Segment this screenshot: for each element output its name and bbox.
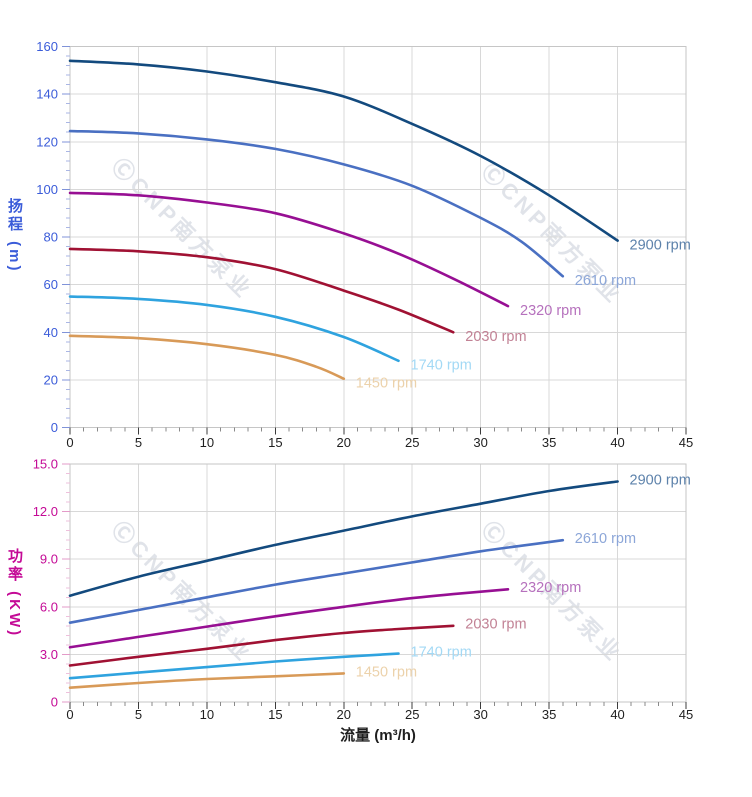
x-tick-label: 45 [679, 707, 693, 722]
x-tick-label: 0 [66, 707, 73, 722]
y-tick-label: 3.0 [40, 647, 58, 662]
x-tick-label: 10 [200, 435, 214, 450]
curve-2030-rpm [68, 624, 455, 667]
x-tick-label: 5 [135, 435, 142, 450]
y-tick-label: 160 [36, 39, 58, 54]
x-tick-label: 35 [542, 435, 556, 450]
y-tick-label: 60 [44, 277, 58, 292]
y-tick-label: 80 [44, 230, 58, 245]
curve-label-2900-rpm: 2900 rpm [630, 472, 691, 488]
curve-2900-rpm [68, 480, 619, 597]
curve-label-1740-rpm: 1740 rpm [411, 358, 472, 374]
y-tick-label: 120 [36, 134, 58, 149]
y-tick-label: 20 [44, 372, 58, 387]
x-tick-label: 40 [610, 435, 624, 450]
x-tick-label: 0 [66, 435, 73, 450]
x-tick-label: 10 [200, 707, 214, 722]
x-tick-label: 25 [405, 707, 419, 722]
x-tick-label: 35 [542, 707, 556, 722]
curve-label-2030-rpm: 2030 rpm [465, 617, 526, 633]
chart-panel-1: 0 5 10 15 20 25 30 35 40 45 0 3.0 6.0 9.0 12.0 15.0 2900… [33, 457, 694, 723]
curve-2610-rpm [68, 538, 565, 624]
y-tick-label: 100 [36, 182, 58, 197]
curve-label-2610-rpm: 2610 rpm [575, 273, 636, 289]
curve-label-2610-rpm: 2610 rpm [575, 531, 636, 547]
y-tick-label: 6.0 [40, 599, 58, 614]
curve-2320-rpm [68, 588, 510, 649]
x-tick-label: 15 [268, 435, 282, 450]
curve-label-1740-rpm: 1740 rpm [411, 644, 472, 660]
curve-2030-rpm [68, 247, 455, 334]
y-tick-label: 0 [51, 695, 58, 710]
curve-label-1450-rpm: 1450 rpm [356, 664, 417, 680]
head-axis-title: 扬程 (m) [6, 198, 23, 274]
x-tick-label: 5 [135, 707, 142, 722]
x-tick-label: 40 [610, 707, 624, 722]
x-tick-label: 30 [473, 435, 487, 450]
curve-1740-rpm [68, 652, 400, 680]
curve-label-2320-rpm: 2320 rpm [520, 580, 581, 596]
chart-panel-0: 0 5 10 15 20 25 30 35 40 45 0 20 40 60 80 100 120 140 160 2… [36, 39, 693, 450]
curve-1450-rpm [68, 672, 346, 690]
curve-label-2320-rpm: 2320 rpm [520, 303, 581, 319]
curve-label-2900-rpm: 2900 rpm [630, 237, 691, 253]
curve-2320-rpm [68, 191, 510, 308]
x-tick-label: 45 [679, 435, 693, 450]
curve-2610-rpm [68, 129, 565, 278]
y-tick-label: 0 [51, 420, 58, 435]
curve-label-1450-rpm: 1450 rpm [356, 376, 417, 392]
y-tick-label: 9.0 [40, 552, 58, 567]
curve-1450-rpm [68, 334, 346, 380]
x-tick-label: 25 [405, 435, 419, 450]
power-axis-title: 功率 (KW) [6, 548, 23, 639]
curve-2900-rpm [68, 59, 619, 242]
x-tick-label: 20 [337, 707, 351, 722]
plot-border [69, 463, 687, 703]
curve-label-2030-rpm: 2030 rpm [465, 329, 526, 345]
x-tick-label: 30 [473, 707, 487, 722]
flow-axis-title: 流量 (m³/h) [340, 727, 416, 744]
x-tick-label: 20 [337, 435, 351, 450]
y-tick-label: 12.0 [33, 504, 58, 519]
x-tick-label: 15 [268, 707, 282, 722]
y-tick-label: 15.0 [33, 457, 58, 472]
y-tick-label: 40 [44, 325, 58, 340]
y-tick-label: 140 [36, 87, 58, 102]
curve-1740-rpm [68, 295, 400, 363]
